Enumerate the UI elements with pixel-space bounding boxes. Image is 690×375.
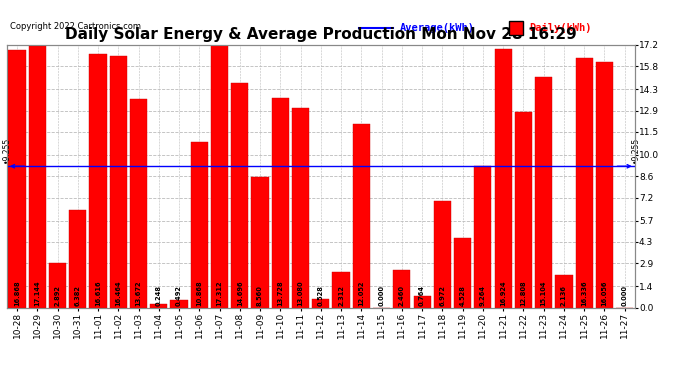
Bar xyxy=(555,275,573,308)
Bar xyxy=(69,210,86,308)
Text: 13.080: 13.080 xyxy=(297,280,304,306)
Bar xyxy=(90,54,107,307)
Text: 2.136: 2.136 xyxy=(561,285,567,306)
Title: Daily Solar Energy & Average Production Mon Nov 28 16:29: Daily Solar Energy & Average Production … xyxy=(65,27,577,42)
Bar xyxy=(272,98,289,308)
Text: 0.528: 0.528 xyxy=(318,285,324,306)
Text: 2.892: 2.892 xyxy=(55,285,61,306)
Text: •9.255: •9.255 xyxy=(631,137,640,163)
Bar xyxy=(413,296,431,307)
Bar xyxy=(150,304,168,307)
Text: 2.312: 2.312 xyxy=(338,285,344,306)
Bar xyxy=(130,99,147,308)
Text: 6.972: 6.972 xyxy=(440,285,445,306)
Text: 17.144: 17.144 xyxy=(34,280,40,306)
Text: 16.336: 16.336 xyxy=(581,280,587,306)
Bar xyxy=(211,43,228,308)
Text: 2.460: 2.460 xyxy=(399,285,405,306)
Bar xyxy=(333,272,350,308)
Bar xyxy=(251,177,268,308)
Text: 0.248: 0.248 xyxy=(156,285,162,306)
FancyBboxPatch shape xyxy=(509,21,523,34)
Bar xyxy=(110,56,127,308)
Text: 16.868: 16.868 xyxy=(14,280,20,306)
Text: 0.764: 0.764 xyxy=(419,285,425,306)
Text: 12.052: 12.052 xyxy=(358,281,364,306)
Text: 0.000: 0.000 xyxy=(379,285,384,306)
Bar xyxy=(313,300,329,307)
Text: 16.464: 16.464 xyxy=(115,280,121,306)
Bar xyxy=(595,63,613,308)
Bar xyxy=(495,49,512,308)
Bar xyxy=(170,300,188,307)
Text: 10.868: 10.868 xyxy=(197,280,202,306)
Bar xyxy=(454,238,471,308)
Bar xyxy=(393,270,411,308)
Text: 12.808: 12.808 xyxy=(520,280,526,306)
Text: Average(kWh): Average(kWh) xyxy=(400,23,474,33)
Text: 17.312: 17.312 xyxy=(217,280,223,306)
Bar xyxy=(49,263,66,308)
Text: 8.560: 8.560 xyxy=(257,285,263,306)
Bar xyxy=(474,166,491,308)
Bar xyxy=(515,112,532,308)
Text: 13.672: 13.672 xyxy=(135,280,141,306)
Bar xyxy=(8,50,26,308)
Text: 9.264: 9.264 xyxy=(480,285,486,306)
Bar xyxy=(575,58,593,308)
Text: 14.696: 14.696 xyxy=(237,280,243,306)
Text: 16.924: 16.924 xyxy=(500,280,506,306)
Bar xyxy=(292,108,309,308)
Bar xyxy=(29,46,46,308)
Text: 15.104: 15.104 xyxy=(541,281,546,306)
Bar xyxy=(353,124,370,308)
Text: 0.492: 0.492 xyxy=(176,285,182,306)
Text: 4.528: 4.528 xyxy=(460,285,466,306)
Text: 6.382: 6.382 xyxy=(75,285,81,306)
Text: •9.255: •9.255 xyxy=(2,137,11,163)
Bar xyxy=(231,83,248,308)
Bar xyxy=(535,77,552,308)
Text: 13.728: 13.728 xyxy=(277,280,284,306)
Bar xyxy=(190,142,208,308)
Bar xyxy=(434,201,451,308)
Text: 16.056: 16.056 xyxy=(602,281,607,306)
Text: 0.000: 0.000 xyxy=(622,285,628,306)
Text: Copyright 2022 Cartronics.com: Copyright 2022 Cartronics.com xyxy=(10,21,141,31)
Text: 16.616: 16.616 xyxy=(95,280,101,306)
Text: Daily(kWh): Daily(kWh) xyxy=(529,23,592,33)
